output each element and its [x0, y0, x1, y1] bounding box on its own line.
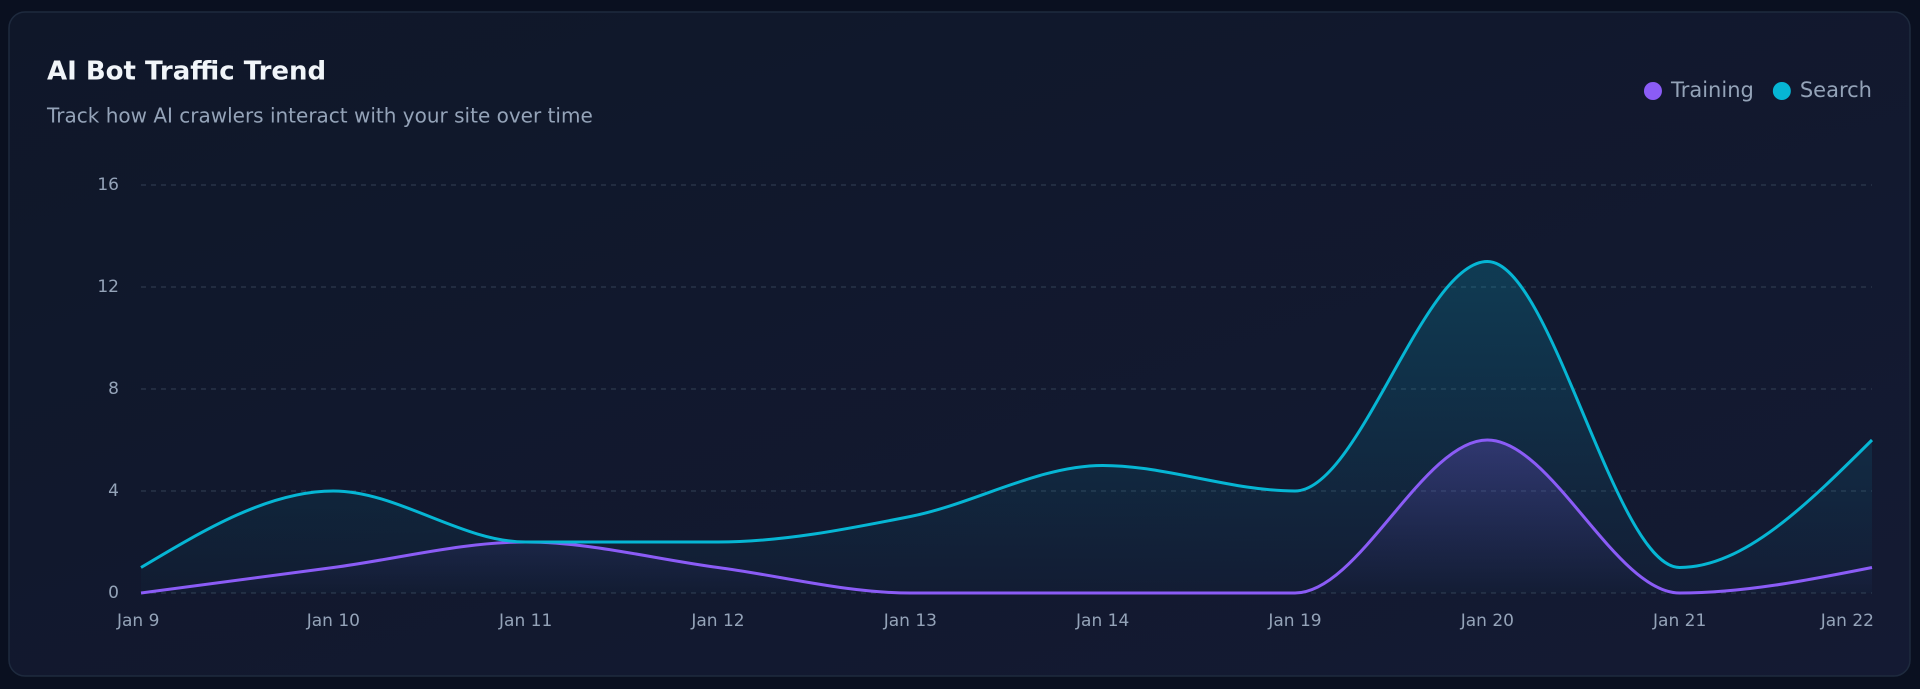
x-tick-label: Jan 14 — [1075, 611, 1129, 631]
series-line — [140, 259, 1874, 570]
x-tick-label: Jan 21 — [1652, 611, 1706, 631]
x-tick-label: Jan 20 — [1460, 611, 1514, 631]
x-tick-label: Jan 22 — [1820, 611, 1874, 631]
legend-label: Search — [1800, 78, 1872, 102]
x-tick-label: Jan 11 — [498, 611, 552, 631]
y-tick-label: 16 — [97, 175, 119, 195]
y-tick-label: 8 — [108, 379, 119, 399]
x-tick-label: Jan 13 — [883, 611, 937, 631]
x-tick-label: Jan 10 — [306, 611, 360, 631]
x-tick-label: Jan 12 — [690, 611, 744, 631]
x-tick-label: Jan 19 — [1267, 611, 1321, 631]
y-tick-label: 0 — [108, 583, 119, 603]
legend-label: Training — [1670, 78, 1754, 102]
legend-swatch — [1772, 82, 1791, 100]
y-tick-label: 12 — [97, 277, 119, 297]
chart-subtitle: Track how AI crawlers interact with your… — [46, 104, 593, 128]
chart-title: AI Bot Traffic Trend — [47, 57, 326, 87]
area-fill — [141, 440, 1872, 593]
y-tick-label: 4 — [108, 481, 119, 501]
legend-swatch — [1643, 82, 1662, 100]
x-tick-label: Jan 9 — [116, 611, 159, 631]
series-line — [140, 438, 1873, 595]
